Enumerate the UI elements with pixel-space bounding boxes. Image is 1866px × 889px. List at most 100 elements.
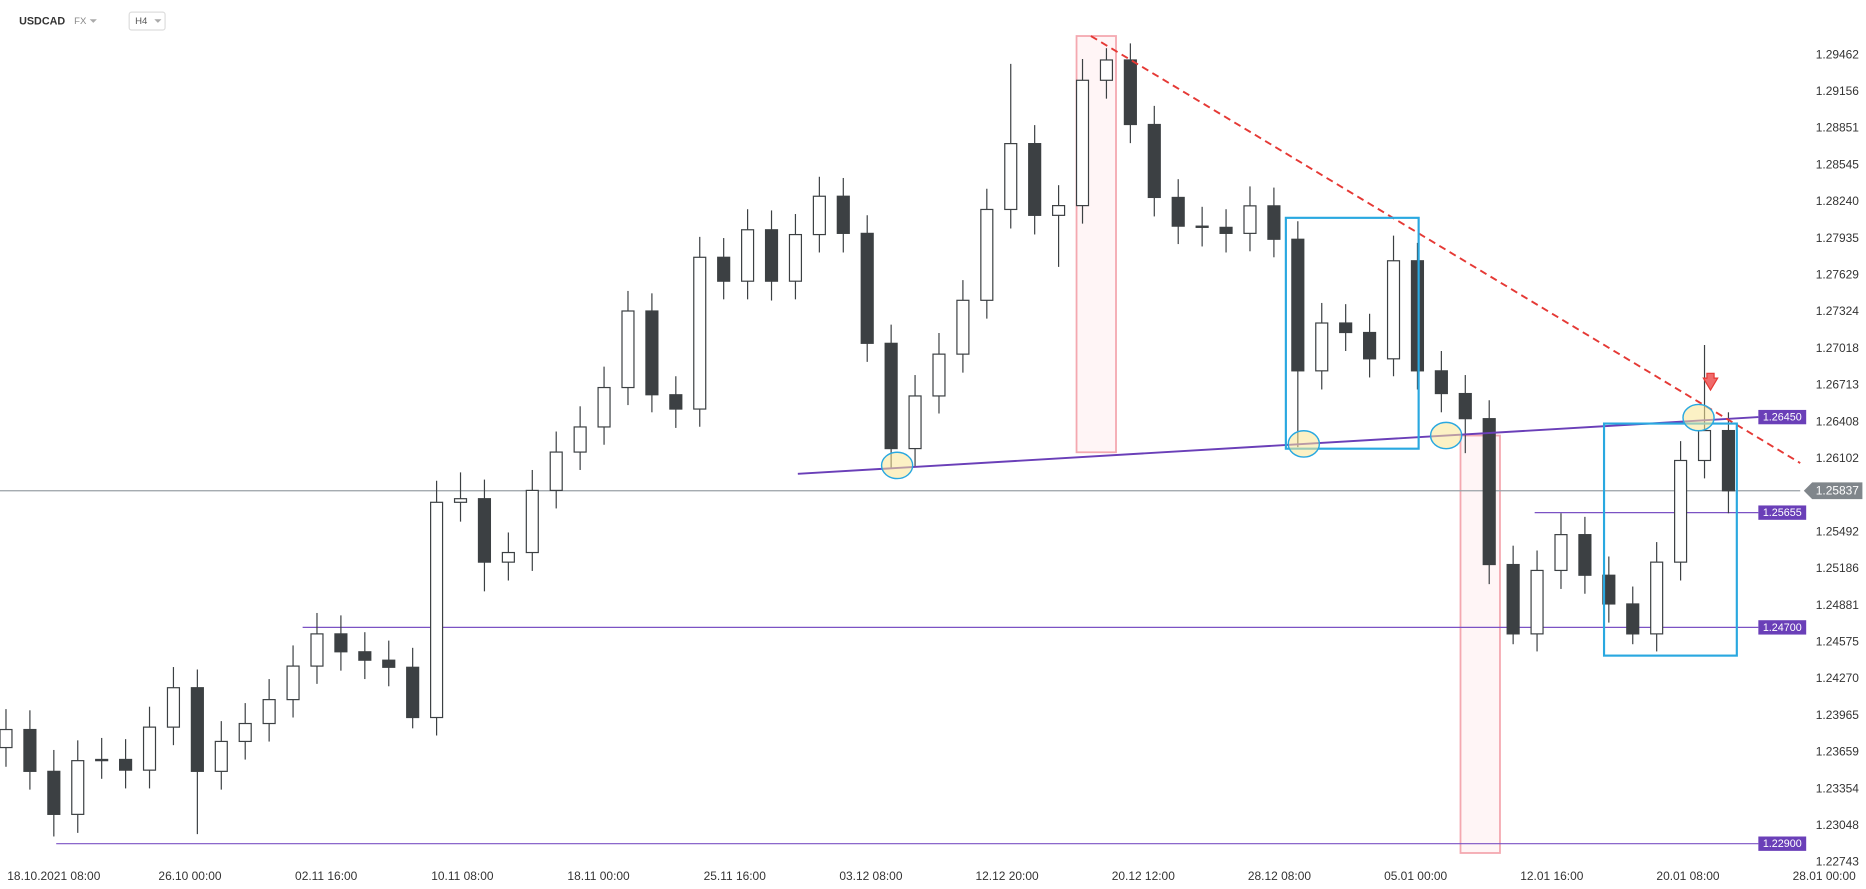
candle-body [1339, 322, 1353, 334]
candle-body [286, 665, 300, 701]
candle-body [1650, 561, 1664, 635]
candle-body [860, 232, 874, 344]
market-dropdown[interactable] [89, 19, 97, 23]
level-tag [1758, 409, 1807, 425]
x-tick-label: 10.11 08:00 [431, 869, 494, 883]
y-tick-label: 1.23048 [1816, 818, 1860, 832]
candle-body [1721, 429, 1736, 492]
candle-body [358, 651, 372, 661]
y-tick-label: 1.28851 [1816, 121, 1860, 135]
sell-arrow [1702, 372, 1719, 392]
candle-body [166, 687, 181, 728]
candle-body [621, 310, 635, 389]
level-tag [1758, 620, 1807, 635]
candle-body [453, 498, 468, 503]
y-tick-label: 1.27629 [1816, 268, 1860, 282]
y-tick-label: 1.26408 [1816, 414, 1860, 428]
candle-body [717, 256, 731, 282]
candle-body [573, 426, 587, 453]
y-tick-label: 1.28240 [1816, 194, 1860, 208]
candle-body [1099, 59, 1114, 81]
candle-body [741, 229, 755, 282]
y-tick-label: 1.29462 [1816, 47, 1860, 61]
candle-body [932, 353, 946, 397]
timeframe[interactable]: H4 [135, 16, 148, 27]
consolidation-box [1284, 216, 1420, 450]
resistance-line [1090, 35, 1801, 464]
candle-body [1052, 205, 1066, 216]
consolidation-box [1602, 422, 1738, 657]
candle-body [1195, 225, 1209, 228]
candle-body [525, 489, 539, 554]
candle-body [406, 666, 420, 719]
candle-body [477, 498, 492, 563]
trend-line [797, 416, 1759, 475]
level-tag [1758, 505, 1807, 520]
candle-body [1602, 574, 1616, 605]
y-tick-label: 1.23354 [1816, 781, 1860, 795]
candle-body [1410, 260, 1425, 372]
y-tick-label: 1.24881 [1816, 598, 1860, 612]
touch-marker [1682, 403, 1715, 432]
x-tick-label: 12.01 16:00 [1520, 869, 1583, 883]
x-tick-label: 20.01 08:00 [1656, 869, 1719, 883]
level-label: 1.22900 [1763, 838, 1802, 850]
candle-body [812, 195, 826, 236]
x-tick-label: 05.01 00:00 [1384, 869, 1447, 883]
market: FX [74, 16, 87, 27]
highlight-box [1459, 434, 1501, 854]
y-tick-label: 1.27324 [1816, 304, 1860, 318]
candle-body [382, 659, 396, 668]
timeframe-button[interactable] [128, 11, 166, 31]
touch-marker [1429, 421, 1463, 450]
candle-body [980, 208, 994, 301]
candle-body [1147, 123, 1161, 199]
candle-body [1697, 429, 1712, 462]
candle-body [1386, 260, 1401, 360]
candle-body [1315, 322, 1329, 372]
y-tick-label: 1.23965 [1816, 708, 1860, 722]
candle-body [334, 633, 348, 653]
candle-body [310, 633, 324, 667]
y-tick-label: 1.28545 [1816, 158, 1860, 172]
y-tick-label: 1.24270 [1816, 671, 1860, 685]
y-tick-label: 1.25186 [1816, 561, 1860, 575]
candle-body [669, 394, 683, 410]
level-label: 1.26450 [1763, 412, 1802, 424]
current-price-tag [1803, 482, 1863, 500]
y-tick-label: 1.26713 [1816, 378, 1860, 392]
candle-body [501, 551, 515, 563]
candle-body [47, 770, 61, 815]
candle-body [1075, 79, 1090, 207]
symbol[interactable]: USDCAD [19, 16, 65, 28]
level-label: 1.25655 [1763, 507, 1802, 519]
level-tag [1758, 836, 1807, 851]
candle-body [1028, 143, 1042, 216]
level-label: 1.24700 [1763, 622, 1802, 634]
candle-body [23, 728, 37, 772]
x-tick-label: 18.10.2021 08:00 [7, 869, 100, 883]
candle-body [1291, 238, 1305, 372]
y-tick-label: 1.27935 [1816, 231, 1860, 245]
candle-body [1506, 563, 1520, 635]
candle-body [119, 758, 133, 771]
candle-body [1578, 534, 1592, 576]
x-tick-label: 18.11 00:00 [567, 869, 630, 883]
candle-body [142, 726, 157, 771]
candle-body [1482, 418, 1496, 566]
candle-body [238, 722, 252, 743]
candle-body [1554, 534, 1568, 572]
x-tick-label: 20.12 12:00 [1112, 869, 1175, 883]
x-tick-label: 28.12 08:00 [1248, 869, 1311, 883]
y-tick-label: 1.22743 [1816, 855, 1860, 869]
x-tick-label: 02.11 16:00 [295, 869, 358, 883]
candle-body [1243, 205, 1257, 234]
x-tick-label: 26.10 00:00 [158, 869, 221, 883]
candle-body [597, 386, 611, 428]
candle-body [95, 758, 109, 762]
candle-body [1458, 392, 1472, 420]
y-tick-label: 1.25492 [1816, 524, 1860, 538]
candle-body [1123, 59, 1137, 126]
candle-body [1363, 331, 1377, 360]
candle-body [214, 740, 228, 772]
